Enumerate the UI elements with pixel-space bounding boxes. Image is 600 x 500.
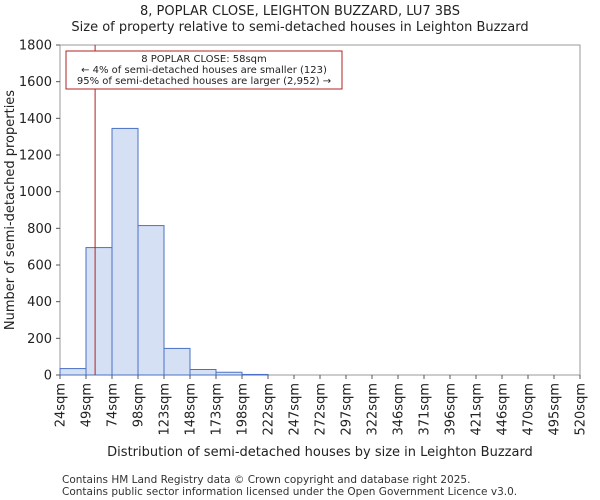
bar-74sqm bbox=[111, 127, 139, 376]
x-tick-label: 24sqm bbox=[54, 383, 69, 427]
y-tick-label: 400 bbox=[27, 295, 52, 310]
y-tick-label: 1800 bbox=[19, 39, 52, 54]
x-tick-label: 222sqm bbox=[262, 383, 277, 436]
footer-line2: Contains public sector information licen… bbox=[62, 486, 518, 498]
chart-title-line1: 8, POPLAR CLOSE, LEIGHTON BUZZARD, LU7 3… bbox=[140, 4, 460, 19]
y-tick-label: 1000 bbox=[19, 185, 52, 200]
bar-173sqm bbox=[215, 371, 243, 376]
annotation-line-3: 95% of semi-detached houses are larger (… bbox=[77, 76, 331, 87]
x-tick-label: 495sqm bbox=[548, 383, 563, 436]
annotation-line-2: ← 4% of semi-detached houses are smaller… bbox=[81, 65, 327, 76]
x-tick-label: 297sqm bbox=[340, 383, 355, 436]
annotation-line-1: 8 POPLAR CLOSE: 58sqm bbox=[141, 54, 267, 65]
x-axis-label: Distribution of semi-detached houses by … bbox=[107, 445, 533, 460]
x-tick-label: 173sqm bbox=[210, 383, 225, 436]
x-tick-label: 148sqm bbox=[184, 383, 199, 436]
bar-24sqm bbox=[59, 368, 87, 376]
x-tick-label: 520sqm bbox=[574, 383, 589, 436]
x-tick-label: 421sqm bbox=[470, 383, 485, 436]
x-tick-label: 49sqm bbox=[80, 383, 95, 427]
annotation-box bbox=[65, 50, 343, 90]
x-tick-label: 396sqm bbox=[444, 383, 459, 436]
y-tick-label: 200 bbox=[27, 332, 52, 347]
y-tick-label: 1600 bbox=[19, 75, 52, 90]
y-axis-label: Number of semi-detached properties bbox=[3, 90, 18, 330]
bar-123sqm bbox=[163, 347, 191, 376]
y-tick-label: 1400 bbox=[19, 112, 52, 127]
x-tick-label: 98sqm bbox=[132, 383, 147, 427]
x-tick-label: 198sqm bbox=[236, 383, 251, 436]
chart-title-line2: Size of property relative to semi-detach… bbox=[71, 20, 529, 35]
bar-198sqm bbox=[241, 373, 269, 376]
x-tick-label: 470sqm bbox=[522, 383, 537, 436]
y-tick-label: 1200 bbox=[19, 149, 52, 164]
y-tick-label: 0 bbox=[44, 369, 52, 384]
x-tick-label: 371sqm bbox=[418, 383, 433, 436]
bar-49sqm bbox=[85, 247, 113, 376]
x-tick-label: 346sqm bbox=[392, 383, 407, 436]
x-tick-label: 74sqm bbox=[106, 383, 121, 427]
x-tick-label: 123sqm bbox=[158, 383, 173, 436]
bar-98sqm bbox=[137, 225, 165, 376]
y-tick-label: 800 bbox=[27, 222, 52, 237]
footer-line1: Contains HM Land Registry data © Crown c… bbox=[62, 474, 471, 486]
bar-148sqm bbox=[189, 369, 217, 376]
y-tick-label: 600 bbox=[27, 259, 52, 274]
x-tick-label: 272sqm bbox=[314, 383, 329, 436]
x-tick-label: 247sqm bbox=[288, 383, 303, 436]
x-tick-label: 322sqm bbox=[366, 383, 381, 436]
x-tick-label: 446sqm bbox=[496, 383, 511, 436]
